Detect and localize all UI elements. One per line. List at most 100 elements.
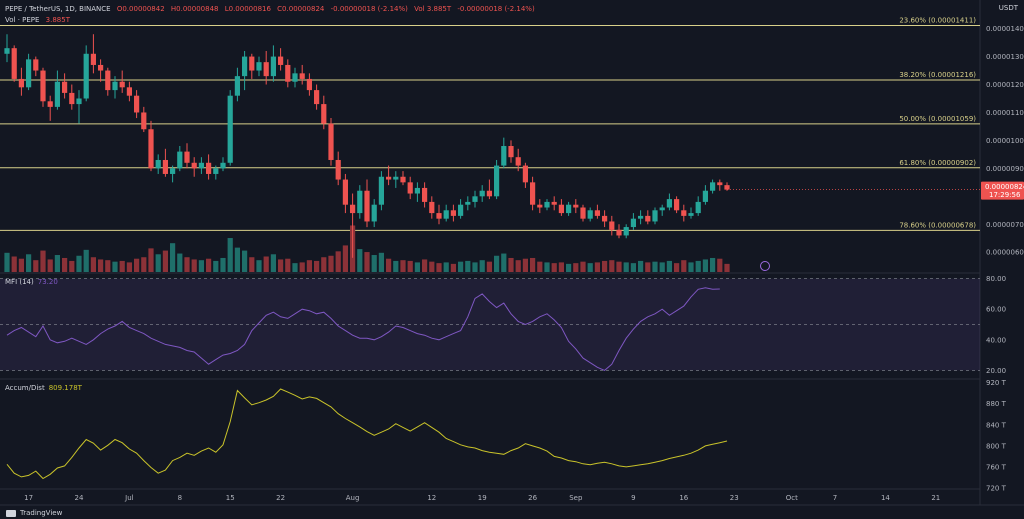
candle-body[interactable] xyxy=(18,78,24,88)
last-price-tag[interactable] xyxy=(981,181,1024,200)
candle-body[interactable] xyxy=(458,204,464,216)
candle-body[interactable] xyxy=(328,123,334,160)
candle-body[interactable] xyxy=(465,201,471,205)
candle-body[interactable] xyxy=(616,229,622,236)
candle-body[interactable] xyxy=(695,201,701,214)
candle-body[interactable] xyxy=(350,204,356,214)
candle-body[interactable] xyxy=(119,81,125,88)
candle-body[interactable] xyxy=(98,64,104,71)
candle-body[interactable] xyxy=(285,64,291,82)
candle-body[interactable] xyxy=(587,210,593,219)
candle-body[interactable] xyxy=(508,146,514,158)
candle-body[interactable] xyxy=(472,196,478,202)
candle-body[interactable] xyxy=(335,159,341,180)
candle-body[interactable] xyxy=(40,70,46,102)
candle-body[interactable] xyxy=(256,62,262,71)
candle-body[interactable] xyxy=(681,210,687,216)
candle-body[interactable] xyxy=(357,190,363,214)
candle-body[interactable] xyxy=(141,112,147,130)
candle-body[interactable] xyxy=(666,199,672,208)
candle-body[interactable] xyxy=(602,215,608,222)
brand-footer[interactable]: TradingView xyxy=(6,509,62,517)
candle-body[interactable] xyxy=(645,215,651,222)
candle-body[interactable] xyxy=(717,182,723,186)
candle-body[interactable] xyxy=(551,201,557,205)
candle-body[interactable] xyxy=(386,176,392,180)
candle-body[interactable] xyxy=(33,59,39,71)
candle-body[interactable] xyxy=(191,162,197,169)
candle-body[interactable] xyxy=(299,73,305,79)
candle-body[interactable] xyxy=(544,201,550,208)
candle-body[interactable] xyxy=(184,151,190,163)
candle-body[interactable] xyxy=(155,159,161,169)
candle-body[interactable] xyxy=(436,213,442,219)
candle-body[interactable] xyxy=(90,53,96,65)
candle-body[interactable] xyxy=(652,210,658,222)
candle-body[interactable] xyxy=(688,213,694,216)
candle-body[interactable] xyxy=(630,218,636,228)
candle-body[interactable] xyxy=(479,190,485,197)
candle-body[interactable] xyxy=(242,56,248,77)
mfi-line[interactable] xyxy=(6,287,720,371)
candle-body[interactable] xyxy=(580,207,586,219)
candle-body[interactable] xyxy=(234,76,240,96)
candle-body[interactable] xyxy=(126,87,132,96)
candle-body[interactable] xyxy=(47,101,53,107)
candle-body[interactable] xyxy=(494,165,500,197)
candle-body[interactable] xyxy=(213,168,219,174)
candle-body[interactable] xyxy=(134,95,140,113)
candle-body[interactable] xyxy=(659,207,665,211)
candle-body[interactable] xyxy=(220,162,226,169)
candle-body[interactable] xyxy=(321,104,327,124)
candle-body[interactable] xyxy=(724,185,730,190)
symbol-title[interactable]: PEPE / TetherUS, 1D, BINANCE xyxy=(5,5,111,13)
candle-body[interactable] xyxy=(594,210,600,216)
candle-body[interactable] xyxy=(54,81,60,107)
candle-body[interactable] xyxy=(537,204,543,208)
candle-body[interactable] xyxy=(105,70,111,91)
candle-body[interactable] xyxy=(249,56,255,71)
candle-body[interactable] xyxy=(623,227,629,236)
candle-body[interactable] xyxy=(378,176,384,205)
candle-body[interactable] xyxy=(407,182,413,194)
candle-body[interactable] xyxy=(422,187,428,202)
candle-body[interactable] xyxy=(69,92,75,105)
candle-body[interactable] xyxy=(638,215,644,219)
candle-body[interactable] xyxy=(393,176,399,180)
candle-body[interactable] xyxy=(414,187,420,194)
candle-body[interactable] xyxy=(206,162,212,174)
candle-body[interactable] xyxy=(501,146,507,166)
candle-body[interactable] xyxy=(198,162,204,169)
candle-body[interactable] xyxy=(429,201,435,214)
currency-label[interactable]: USDT xyxy=(998,4,1018,12)
candle-body[interactable] xyxy=(278,56,284,65)
candle-body[interactable] xyxy=(450,210,456,216)
candle-body[interactable] xyxy=(26,59,32,88)
candle-body[interactable] xyxy=(342,179,348,205)
candle-body[interactable] xyxy=(112,81,118,91)
candle-body[interactable] xyxy=(162,159,168,174)
candle-body[interactable] xyxy=(62,81,68,93)
candle-body[interactable] xyxy=(227,95,233,163)
candle-body[interactable] xyxy=(400,176,406,183)
candle-body[interactable] xyxy=(609,221,615,230)
volume-label[interactable]: Vol · PEPE xyxy=(5,16,40,24)
ad-title[interactable]: Accum/Dist xyxy=(5,384,45,392)
candle-body[interactable] xyxy=(263,62,269,77)
event-flag-icon[interactable] xyxy=(760,261,770,271)
candle-body[interactable] xyxy=(702,190,708,202)
candle-body[interactable] xyxy=(364,190,370,222)
candle-body[interactable] xyxy=(443,210,449,219)
candle-body[interactable] xyxy=(522,165,528,183)
candle-body[interactable] xyxy=(148,129,154,169)
candle-body[interactable] xyxy=(4,48,10,54)
candle-body[interactable] xyxy=(76,98,82,105)
candle-body[interactable] xyxy=(11,48,17,79)
candle-body[interactable] xyxy=(314,90,320,105)
candle-body[interactable] xyxy=(515,157,521,166)
candle-body[interactable] xyxy=(177,151,183,169)
candle-body[interactable] xyxy=(710,182,716,191)
candle-body[interactable] xyxy=(674,199,680,211)
candle-body[interactable] xyxy=(566,204,572,214)
